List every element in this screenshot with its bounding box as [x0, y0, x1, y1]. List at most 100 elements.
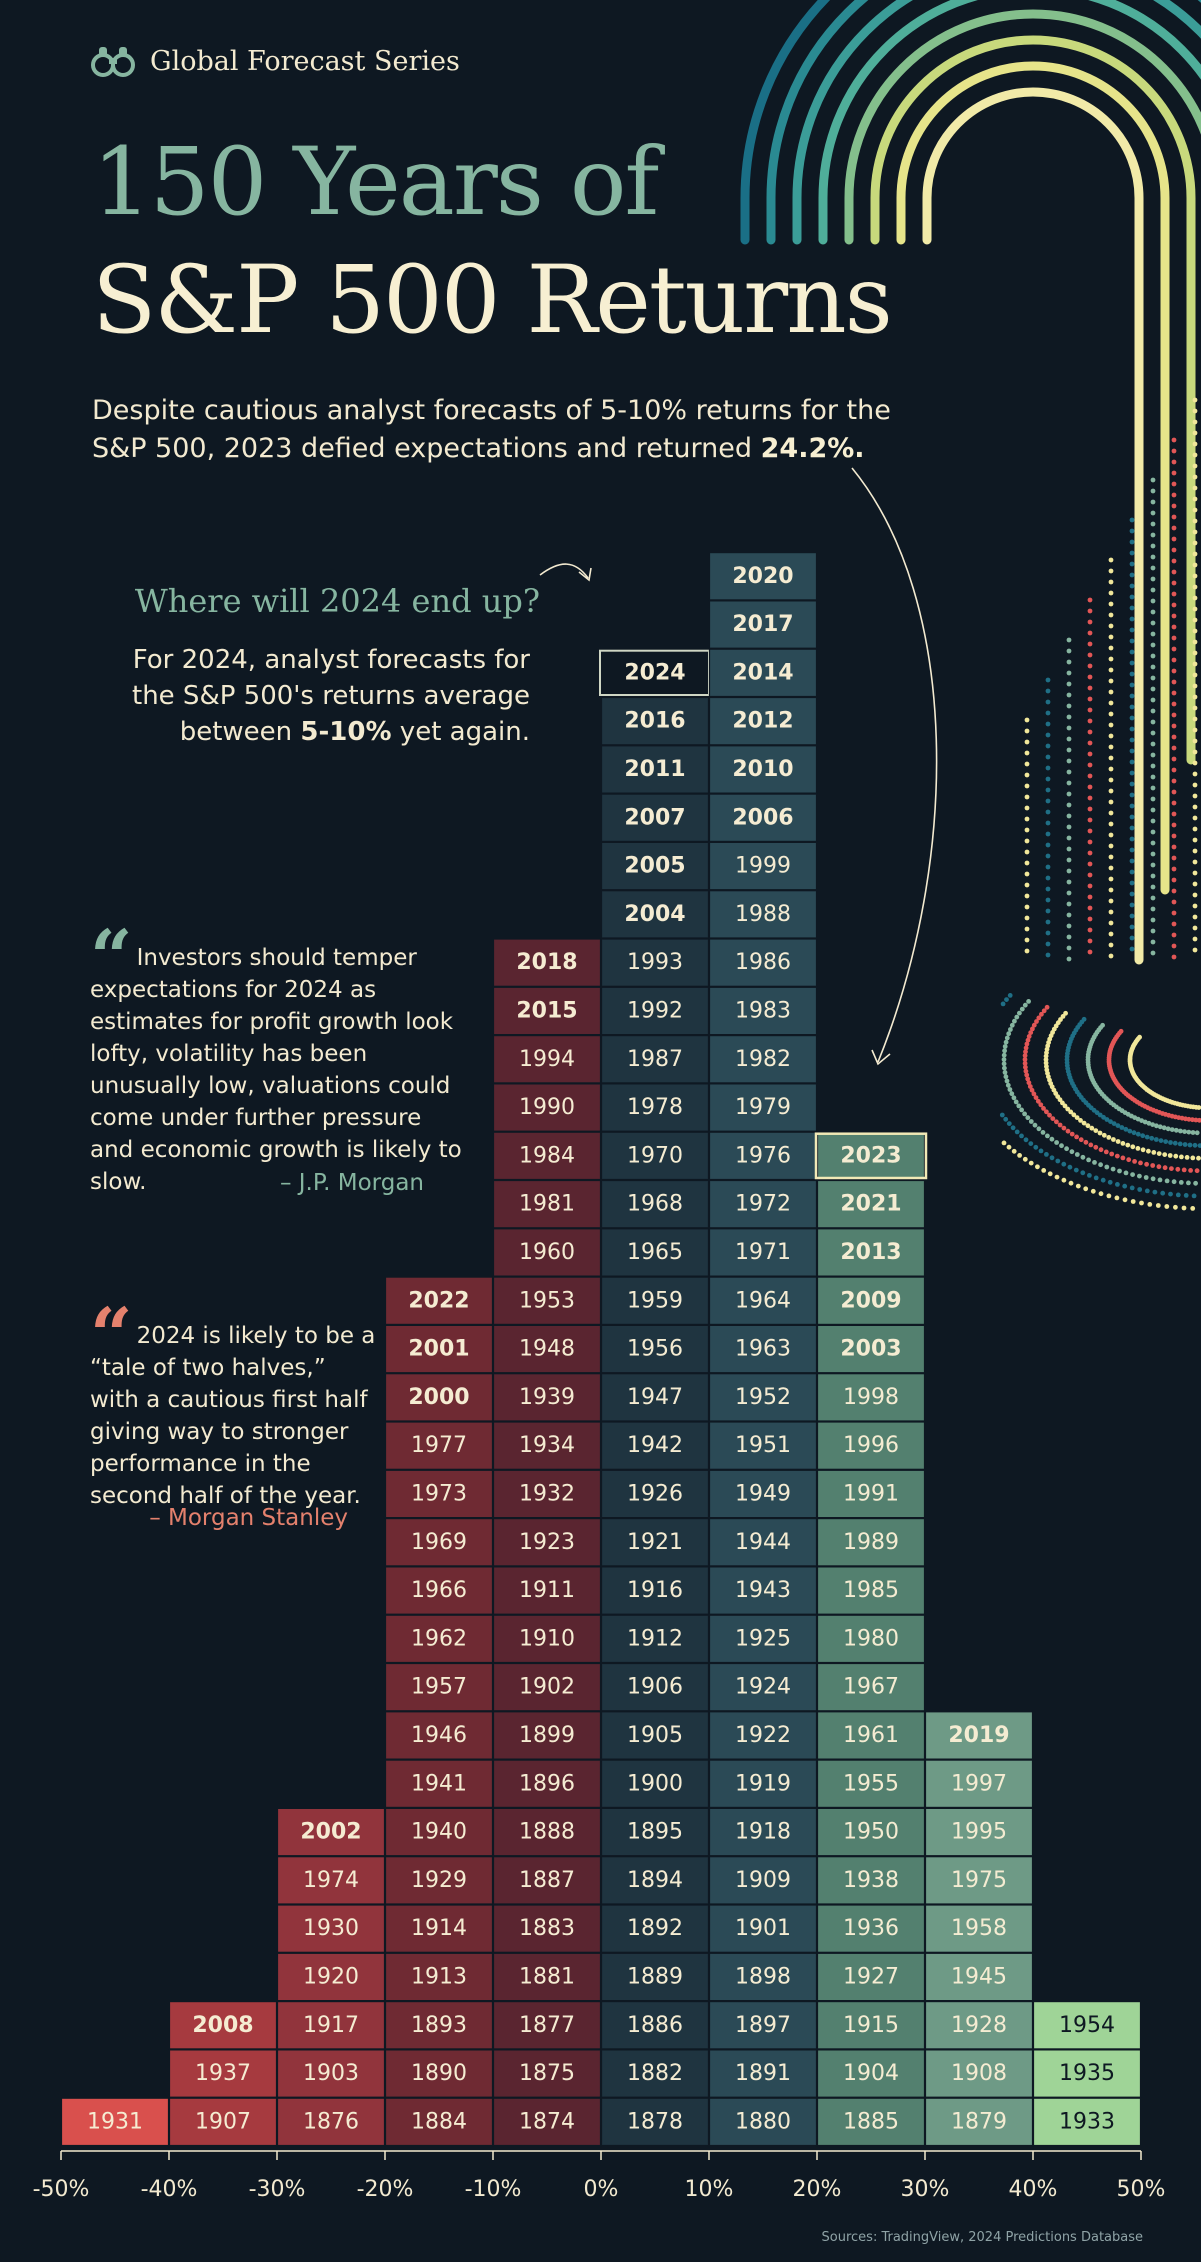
decorative-dot: [1150, 807, 1156, 813]
year-cell: [384, 1276, 494, 1325]
x-tick-label: 30%: [901, 2177, 950, 2202]
decorative-dot: [1024, 717, 1030, 723]
decorative-dot: [1171, 646, 1177, 652]
decorative-dot: [1192, 815, 1198, 821]
decorative-dot: [1028, 1160, 1034, 1166]
year-cell: [816, 2000, 926, 2050]
decorative-dot: [1108, 777, 1114, 783]
year-cell: [708, 1517, 818, 1567]
decorative-dot: [1008, 1027, 1013, 1032]
year-label: 1927: [843, 1964, 899, 1989]
decorative-dot: [1171, 899, 1177, 905]
decorative-dot: [1006, 1121, 1012, 1126]
decorative-dot: [1175, 1192, 1181, 1198]
year-cell: [600, 1566, 710, 1615]
decorative-dot: [1024, 860, 1030, 866]
intro-highlight: 24.2%.: [760, 433, 865, 464]
decorative-dot: [1024, 728, 1030, 734]
decorative-dot: [1151, 1150, 1157, 1155]
decorative-dot: [1087, 916, 1093, 922]
year-cell: [276, 1952, 386, 2002]
decorative-dot: [1150, 895, 1156, 901]
year-cell: [384, 1807, 494, 1857]
decorative-dot: [1108, 843, 1114, 849]
year-cell: [708, 793, 818, 842]
decorative-dot: [1150, 664, 1156, 670]
x-tick-label: 0%: [584, 2177, 619, 2202]
decorative-arc: [818, 0, 1201, 245]
decorative-dot: [1017, 1153, 1022, 1158]
decorative-dot: [1044, 1109, 1049, 1115]
decorative-dot: [1152, 1189, 1158, 1195]
decorative-dot: [1044, 1152, 1049, 1157]
decorative-dot: [1164, 1178, 1170, 1184]
decorative-dot: [1026, 999, 1031, 1004]
decorative-dot: [1150, 818, 1156, 824]
decorative-dot: [1087, 927, 1093, 933]
decorative-dot: [1123, 1170, 1129, 1176]
decorative-dot: [1171, 1179, 1177, 1185]
decorative-dot: [1130, 1199, 1136, 1204]
decorative-dot: [1137, 1173, 1142, 1179]
year-cell: [816, 1324, 926, 1374]
year-cell: [708, 1614, 818, 1664]
year-cell: [492, 1614, 602, 1664]
decorative-dot: [1172, 1140, 1178, 1146]
year-label: 1964: [735, 1288, 791, 1313]
decorative-dot: [1150, 752, 1156, 758]
quote-text: 2024 is likely to be a “tale of two halv…: [90, 1323, 376, 1509]
year-cell: [384, 1469, 494, 1519]
year-label: 1921: [627, 1530, 683, 1555]
year-cell: [492, 1034, 602, 1084]
decorative-dot: [1111, 1121, 1117, 1126]
year-label: 1953: [519, 1288, 575, 1313]
decorative-dot: [1024, 816, 1030, 822]
decorative-dot: [1045, 754, 1051, 760]
decorative-dot: [1024, 882, 1030, 888]
year-label: 2015: [516, 998, 577, 1023]
year-label: 1950: [843, 1820, 899, 1845]
year-label: 1908: [951, 2061, 1007, 2086]
year-label: 1985: [843, 1578, 899, 1603]
year-cell: [708, 1904, 818, 1953]
decorative-dot: [1144, 1161, 1149, 1167]
year-cell: [708, 1179, 818, 1229]
year-label: 1896: [519, 1771, 575, 1796]
year-cell: [492, 1421, 602, 1470]
decorative-dot: [1122, 1183, 1128, 1189]
decorative-dot: [1045, 743, 1051, 749]
decorative-arc: [870, 35, 1196, 765]
year-label: 1877: [519, 2013, 575, 2038]
year-label: 1928: [951, 2013, 1007, 2038]
decorative-dot: [1150, 840, 1156, 846]
highlight-box-2023: [814, 1132, 928, 1180]
decorative-dot: [1129, 902, 1135, 908]
decorative-dot: [1066, 714, 1072, 720]
decorative-dot: [1087, 630, 1093, 636]
decorative-dot: [1150, 499, 1156, 505]
year-label: 1912: [627, 1626, 683, 1651]
year-cell: [816, 1759, 926, 1808]
decorative-dot: [1127, 1128, 1133, 1134]
year-label: 1936: [843, 1916, 899, 1941]
decorative-dot: [1130, 1172, 1135, 1177]
year-cell: [816, 1131, 926, 1181]
year-cell: [384, 1421, 494, 1470]
decorative-dot: [1087, 872, 1093, 878]
sources: Sources: TradingView, 2024 Predictions D…: [821, 2230, 1143, 2245]
question-heading: Where will 2024 end up?: [134, 582, 540, 620]
decorative-dot: [1194, 1168, 1200, 1174]
decorative-dot: [1088, 1142, 1094, 1148]
decorative-dot: [1163, 1139, 1169, 1144]
decorative-dot: [1054, 1140, 1059, 1145]
decorative-dot: [1164, 1204, 1170, 1209]
decorative-dot: [1150, 631, 1156, 637]
decorative-dot: [1087, 861, 1093, 867]
decorative-dot: [1061, 1177, 1067, 1183]
year-label: 1956: [627, 1337, 683, 1362]
decorative-dot: [1135, 1146, 1141, 1151]
year-label: 1890: [411, 2061, 467, 2086]
decorative-dot: [1192, 870, 1198, 876]
year-cell: [816, 1469, 926, 1519]
